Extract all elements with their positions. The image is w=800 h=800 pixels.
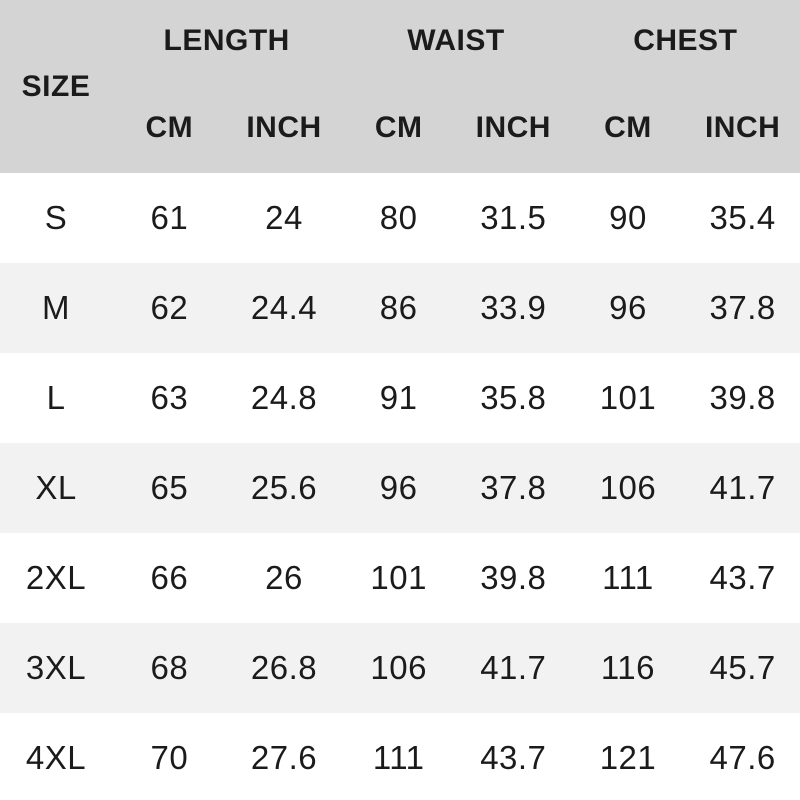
value-cell: 111 [602, 559, 654, 596]
unit-header-row: CM INCH CM INCH CM INCH [0, 82, 800, 173]
size-cell: L [46, 379, 66, 416]
size-cell: 3XL [25, 649, 87, 686]
value-cell: 63 [150, 379, 189, 416]
size-chart-body: S 61 24 80 31.5 90 35.4 M 62 24.4 86 33.… [0, 173, 800, 800]
size-chart-header: SIZE LENGTH WAIST CHEST CM INCH CM INCH … [0, 0, 800, 173]
table-row-s: S 61 24 80 31.5 90 35.4 [0, 173, 800, 263]
value-cell: 121 [599, 739, 657, 776]
value-cell: 68 [150, 649, 189, 686]
value-cell: 31.5 [480, 199, 547, 236]
table-row-m: M 62 24.4 86 33.9 96 37.8 [0, 263, 800, 353]
chest-cm-header: CM [604, 110, 652, 144]
value-cell: 106 [599, 469, 657, 506]
value-cell: 41.7 [480, 649, 547, 686]
value-cell: 111 [372, 739, 425, 776]
value-cell: 43.7 [709, 559, 776, 596]
value-cell: 62 [150, 289, 189, 326]
size-cell: S [44, 199, 68, 236]
value-cell: 25.6 [250, 469, 318, 506]
value-cell: 45.7 [709, 649, 776, 686]
value-cell: 26.8 [250, 649, 318, 686]
waist-cm-header: CM [374, 110, 423, 144]
value-cell: 101 [370, 559, 427, 596]
value-cell: 27.6 [250, 739, 318, 776]
value-cell: 35.4 [709, 199, 776, 236]
table-row-l: L 63 24.8 91 35.8 101 39.8 [0, 353, 800, 443]
value-cell: 65 [150, 469, 189, 506]
table-row-4xl: 4XL 70 27.6 111 43.7 121 47.6 [0, 713, 800, 800]
value-cell: 26 [265, 559, 303, 596]
size-cell: 2XL [25, 559, 87, 596]
value-cell: 41.7 [709, 469, 776, 506]
value-cell: 106 [370, 649, 427, 686]
size-cell: 4XL [25, 739, 87, 776]
table-row-xl: XL 65 25.6 96 37.8 106 41.7 [0, 443, 800, 533]
value-cell: 37.8 [709, 289, 776, 326]
value-cell: 37.8 [480, 469, 547, 506]
waist-inch-header: INCH [475, 110, 551, 144]
value-cell: 39.8 [709, 379, 776, 416]
value-cell: 70 [150, 739, 189, 776]
value-cell: 96 [379, 469, 418, 506]
length-cm-header: CM [145, 110, 194, 144]
value-cell: 66 [150, 559, 189, 596]
value-cell: 90 [609, 199, 647, 236]
length-group-header: LENGTH [163, 24, 290, 57]
value-cell: 43.7 [480, 739, 547, 776]
size-cell: XL [35, 469, 77, 506]
value-cell: 35.8 [480, 379, 547, 416]
value-cell: 24 [265, 199, 303, 236]
size-column-header: SIZE [21, 69, 91, 103]
value-cell: 39.8 [480, 559, 547, 596]
value-cell: 91 [379, 379, 418, 416]
chest-inch-header: INCH [704, 110, 781, 144]
value-cell: 61 [150, 199, 189, 236]
value-cell: 47.6 [709, 739, 776, 776]
value-cell: 80 [379, 199, 418, 236]
value-cell: 33.9 [480, 289, 547, 326]
table-row-2xl: 2XL 66 26 101 39.8 111 43.7 [0, 533, 800, 623]
value-cell: 101 [599, 379, 657, 416]
chest-group-header: CHEST [633, 24, 738, 57]
value-cell: 24.4 [250, 289, 318, 326]
length-inch-header: INCH [246, 110, 322, 144]
value-cell: 24.8 [250, 379, 318, 416]
waist-group-header: WAIST [407, 24, 505, 57]
group-header-row: SIZE LENGTH WAIST CHEST [0, 0, 800, 103]
value-cell: 86 [379, 289, 418, 326]
value-cell: 116 [600, 649, 656, 686]
table-row-3xl: 3XL 68 26.8 106 41.7 116 45.7 [0, 623, 800, 713]
value-cell: 96 [609, 289, 647, 326]
size-cell: M [42, 289, 70, 326]
